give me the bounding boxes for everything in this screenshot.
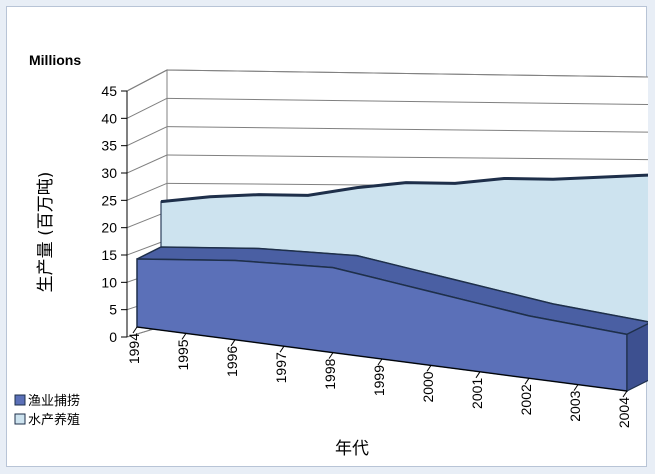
x-tick xyxy=(328,352,334,359)
x-tick-label: 2001 xyxy=(469,378,485,409)
gridline-side xyxy=(126,182,168,201)
y-tick-label: 5 xyxy=(109,302,117,318)
gridline-side xyxy=(126,211,168,229)
gridline-side xyxy=(126,97,168,119)
x-tick xyxy=(279,345,285,353)
gridline-back xyxy=(166,97,648,106)
y-tick-label: 0 xyxy=(109,329,117,345)
legend-swatch xyxy=(14,413,26,425)
gridline-back xyxy=(166,126,648,133)
y-tick-label: 25 xyxy=(101,192,117,208)
x-tick-label: 2002 xyxy=(518,384,534,415)
gridline-back xyxy=(166,154,648,161)
y-tick-label: 35 xyxy=(101,138,117,154)
x-tick xyxy=(181,333,187,340)
area-aquaculture-top xyxy=(160,173,648,204)
x-axis: 1994 1995 1996 1997 1998 1999 2000 2001 2002 2003… xyxy=(126,326,632,428)
x-tick xyxy=(622,390,628,398)
area-capture-side xyxy=(626,323,648,392)
x-tick-label: 1999 xyxy=(371,365,387,396)
y-tick-label: 15 xyxy=(101,247,117,263)
y-tick-label: 20 xyxy=(101,220,117,236)
gridline-side xyxy=(126,154,168,174)
gridline-back xyxy=(166,69,648,78)
y-tick-label: 30 xyxy=(101,165,117,181)
x-axis-title: 年代 xyxy=(335,439,369,459)
x-tick xyxy=(377,358,383,366)
x-tick-label: 1998 xyxy=(322,358,338,389)
plot-areas xyxy=(136,173,648,392)
x-tick-label: 1996 xyxy=(224,346,240,377)
x-tick-label: 1997 xyxy=(273,352,289,383)
legend-swatch xyxy=(14,394,26,406)
gridline-side xyxy=(126,69,168,92)
x-tick xyxy=(573,384,579,391)
x-tick xyxy=(230,339,236,347)
y-tick-label: 40 xyxy=(101,110,117,126)
x-tick xyxy=(426,365,432,372)
x-tick-label: 2000 xyxy=(420,371,436,402)
y-tick-label: 10 xyxy=(101,274,117,290)
x-tick xyxy=(524,377,530,385)
legend-label: 渔业捕捞 xyxy=(28,393,80,409)
x-tick-label: 1995 xyxy=(175,339,191,370)
gridline-side xyxy=(126,126,168,147)
y-tick-label: 45 xyxy=(101,83,117,99)
x-tick xyxy=(475,371,481,379)
x-tick xyxy=(132,326,138,334)
legend-label: 水产养殖 xyxy=(28,412,80,428)
x-tick-label: 1994 xyxy=(126,333,142,364)
y-axis-title: 生产量 (百万吨) xyxy=(36,172,56,293)
y-axis: 0 5 10 15 20 25 30 35 40 45 xyxy=(101,83,128,345)
x-tick-label: 2004 xyxy=(616,397,632,428)
gridline-side xyxy=(126,239,168,256)
chart-frame: 0 5 10 15 20 25 30 35 40 45 1994 1995 1996 1997 1998 1… xyxy=(6,6,648,467)
units-label: Millions xyxy=(29,52,81,68)
x-tick-label: 2003 xyxy=(567,390,583,421)
